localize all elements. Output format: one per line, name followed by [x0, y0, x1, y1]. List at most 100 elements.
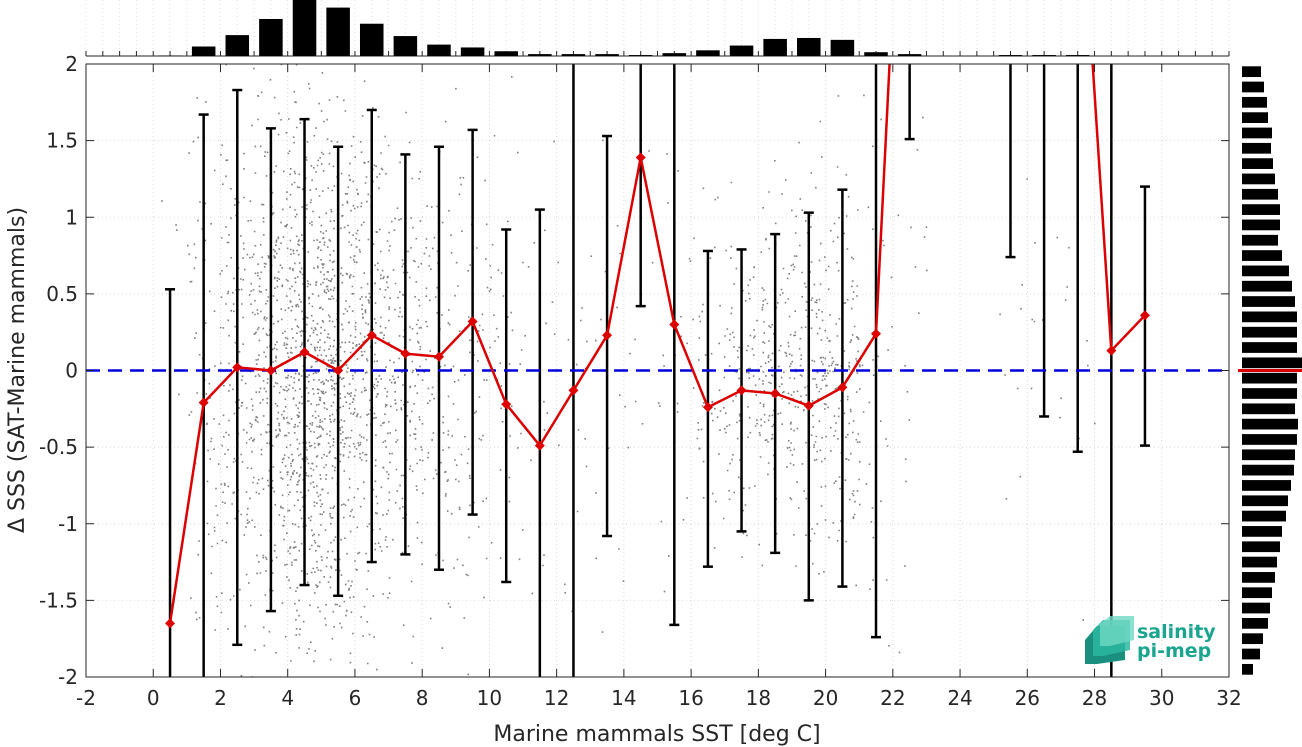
right-histogram-bar	[1242, 403, 1295, 415]
top-histogram-bar	[662, 53, 687, 56]
right-histogram-bar	[1242, 234, 1278, 246]
scatter-points	[220, 64, 256, 677]
right-histogram-bar	[1242, 188, 1278, 200]
top-histogram-bar	[595, 54, 619, 56]
scatter-points	[758, 160, 794, 567]
scatter-points	[861, 94, 893, 647]
y-tick-label: -2	[58, 665, 78, 689]
right-histogram-bar	[1242, 342, 1297, 353]
x-tick-labels: -2 0 2 4 6 8 10 12 14 16 18 20 22 24 26 28 30 32	[76, 686, 1242, 710]
right-histogram	[1238, 64, 1302, 677]
mean-marker	[803, 400, 814, 411]
right-histogram-bar	[1242, 280, 1292, 292]
right-histogram-bar	[1242, 556, 1277, 568]
top-histogram-bar	[830, 39, 855, 56]
mean-marker	[702, 402, 713, 413]
right-histogram-bar	[1242, 663, 1253, 675]
right-histogram-bar	[1242, 142, 1271, 154]
top-histogram-bar	[326, 7, 350, 57]
right-histogram-bar	[1242, 587, 1272, 599]
plot-area	[85, 63, 1230, 678]
x-tick-label: 14	[611, 686, 636, 710]
mean-marker	[400, 348, 411, 359]
mean-marker	[501, 399, 512, 410]
top-histogram-bar	[427, 44, 451, 56]
right-histogram-bar	[1242, 449, 1295, 461]
x-tick-label: 10	[477, 686, 502, 710]
mean-marker	[333, 365, 344, 376]
right-histogram-bar	[1242, 388, 1297, 399]
right-histogram-bar	[1242, 127, 1272, 139]
y-tick-label: -0.5	[39, 435, 78, 459]
x-tick-label: 20	[813, 686, 838, 710]
right-histogram-bar	[1242, 434, 1297, 445]
right-histogram-bar	[1242, 480, 1291, 491]
top-histogram-bar	[729, 45, 754, 56]
right-histogram-bar	[1242, 633, 1263, 645]
top-histogram-bar	[897, 54, 922, 56]
mean-marker	[1106, 345, 1117, 356]
x-tick-label: 4	[281, 686, 294, 710]
top-histogram-bar	[561, 54, 586, 56]
y-axis-title: Δ SSS (SAT-Marine mammals)	[5, 207, 30, 533]
right-histogram-bar	[1242, 464, 1294, 476]
axis-ticks	[85, 63, 1230, 678]
x-tick-label: -2	[76, 686, 96, 710]
x-tick-label: 8	[416, 686, 429, 710]
right-histogram-bar	[1242, 265, 1289, 277]
x-tick-label: 6	[349, 686, 362, 710]
top-histogram-bar	[763, 38, 787, 56]
right-histogram-bar	[1242, 112, 1268, 124]
x-tick-label: 16	[678, 686, 703, 710]
right-histogram-bar	[1242, 602, 1270, 614]
y-tick-labels: -2 -1.5 -1 -0.5 0 0.5 1 1.5 2	[39, 52, 78, 689]
right-histogram-bar	[1242, 204, 1280, 215]
top-histogram-bar	[628, 55, 653, 56]
mean-marker	[433, 351, 444, 362]
right-histogram-bar	[1242, 173, 1275, 185]
mean-marker	[165, 618, 176, 629]
mean-marker	[232, 362, 243, 373]
right-histogram-bar	[1242, 572, 1275, 583]
mean-marker	[198, 397, 209, 408]
mean-marker	[669, 319, 680, 330]
right-histogram-bar	[1242, 357, 1302, 369]
logo-text-salinity: salinity	[1137, 621, 1216, 643]
logo-mark-icon	[1085, 616, 1134, 664]
right-histogram-bar	[1242, 250, 1282, 261]
top-histogram-bar	[359, 23, 384, 56]
mean-marker	[635, 152, 646, 163]
mean-marker	[568, 385, 579, 396]
mean-marker	[265, 365, 276, 376]
top-histogram-bar	[1032, 55, 1056, 56]
right-histogram-bar	[1242, 617, 1268, 629]
right-histogram-bar	[1242, 219, 1280, 231]
y-tick-label: 0	[65, 359, 78, 383]
top-histogram-bar	[191, 46, 216, 56]
top-histogram-bar	[696, 50, 720, 56]
top-histogram-bar	[494, 51, 518, 56]
right-histogram-bar	[1242, 311, 1297, 323]
mean-marker	[871, 328, 882, 339]
y-tick-label: 1	[65, 205, 78, 229]
right-histogram-bar	[1242, 96, 1267, 108]
x-tick-label: 26	[1015, 686, 1040, 710]
mean-marker	[736, 385, 747, 396]
top-histogram-bar	[259, 18, 283, 56]
right-histogram-bar	[1242, 495, 1288, 507]
x-axis-title: Marine mammals SST [deg C]	[493, 722, 820, 747]
logo-text-pi-mep: pi-mep	[1137, 640, 1211, 662]
x-tick-label: 30	[1149, 686, 1174, 710]
x-tick-label: 2	[214, 686, 227, 710]
right-histogram-bar	[1242, 66, 1261, 78]
x-tick-label: 18	[746, 686, 771, 710]
top-histogram-bar	[797, 37, 821, 56]
mean-marker	[366, 330, 377, 341]
top-histogram-bar	[528, 54, 552, 56]
x-tick-label: 0	[147, 686, 160, 710]
mean-marker	[299, 347, 310, 358]
top-histogram-bar	[393, 36, 418, 56]
salinity-pi-mep-logo: salinity pi-mep	[1085, 616, 1216, 664]
mean-marker	[837, 382, 848, 393]
